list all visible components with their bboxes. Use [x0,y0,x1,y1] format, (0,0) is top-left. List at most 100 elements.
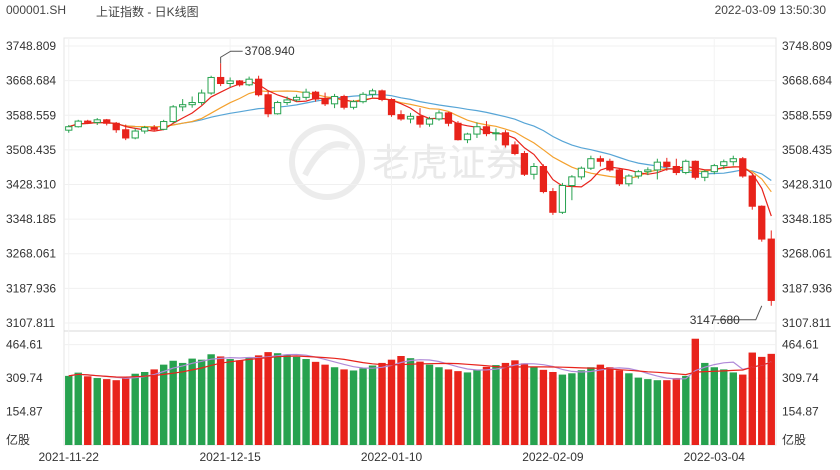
volume-bar [435,367,443,445]
ma10-line [68,90,772,193]
volume-bar [539,369,548,445]
volume-bar [340,369,348,445]
candle [302,88,310,100]
price-tick-right: 3748.809 [782,39,832,53]
candle [397,110,405,121]
price-tick-left: 3348.185 [6,212,56,226]
volume-bar [93,378,101,445]
candle [150,124,158,132]
candle-body [701,171,709,178]
candle-body [710,165,718,173]
volume-tick-right: 309.74 [782,371,819,385]
candle [596,155,605,167]
candle [549,188,557,215]
candle [511,141,519,156]
candle [672,158,680,176]
volume-bar [644,379,652,445]
candle [406,112,415,124]
candle-body [691,160,699,178]
candle [568,175,576,201]
candle-body [682,160,690,174]
candle [625,174,633,187]
candle-body [558,184,567,213]
candle-body [93,119,101,123]
price-tick-right: 3508.435 [782,143,832,157]
candle-body [311,91,320,100]
chart-header: 000001.SH 上证指数 - 日K线图 2022-03-09 13:50:3… [0,0,840,20]
price-tick-right: 3107.811 [782,316,831,330]
price-tick-left: 3428.310 [6,178,56,192]
candle-body [663,161,671,167]
candle [207,75,215,95]
candle [682,159,690,175]
candle-body [596,158,605,162]
price-tick-left: 3508.435 [6,143,56,157]
price-tick-right: 3268.061 [782,247,832,261]
volume-bar [425,364,434,445]
volume-bar [739,374,747,445]
price-tick-left: 3187.936 [6,281,56,295]
stock-code: 000001.SH [6,3,67,17]
candle-body [349,101,358,108]
volume-bar [74,372,82,445]
price-tick-left: 3107.811 [6,316,55,330]
candle [359,92,367,104]
candle [387,98,396,117]
candle-body [160,121,168,130]
volume-bar [349,370,358,445]
watermark-logo [289,124,365,200]
candle-body [482,126,491,135]
volume-bar [767,353,775,445]
price-tick-right: 3348.185 [782,212,832,226]
candle [169,105,177,124]
candle [691,160,699,180]
date-tick: 2021-12-15 [199,450,261,464]
candle-body [492,132,500,135]
volume-tick-right: 464.61 [782,338,819,352]
volume-bar [292,356,301,445]
candle-body [150,127,158,130]
low-annotation-line [713,305,763,321]
axis-labels: 3748.809 3748.809 3668.684 3668.684 3588.559… [6,39,832,464]
candle-body [321,98,329,105]
volume-bar [653,380,662,445]
candle [435,110,443,121]
candle [93,118,101,125]
candle-body [463,133,472,141]
candle [530,163,538,180]
candle [330,93,339,109]
volume-bar [311,361,320,445]
volume-bar [672,378,681,445]
volume-bar [216,356,225,445]
volume-bar [454,371,462,445]
candle [254,75,263,97]
candle-body [520,153,529,175]
volume-bar [378,362,386,445]
volume-bar [397,356,405,445]
candle [74,119,82,128]
watermark-text: 老虎证券 [372,141,524,185]
candle [634,169,642,179]
candle [615,168,623,186]
candle-body [748,175,756,207]
candle [482,121,491,137]
candle-body [587,158,595,169]
candle-body [188,102,196,106]
candle [84,119,92,125]
candle-body [264,94,272,115]
candle-body [444,112,453,124]
volume-bars [65,338,775,445]
volume-bar [520,363,529,445]
candle [188,96,196,108]
candle [558,182,567,215]
candle [587,155,595,170]
volume-bar [416,361,424,445]
volume-tick-left: 464.61 [6,338,43,352]
volume-bar [615,370,624,445]
volume-bar [587,367,595,445]
candle-body [644,169,652,173]
volume-bar [691,338,700,445]
candle [311,90,320,102]
candle-body [112,122,120,131]
candle [226,77,234,87]
